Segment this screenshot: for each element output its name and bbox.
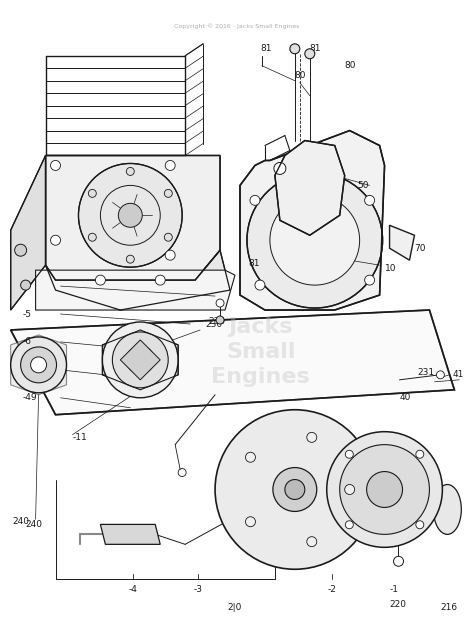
Text: -1: -1 xyxy=(390,585,399,594)
Text: 230: 230 xyxy=(205,321,222,330)
Text: 220: 220 xyxy=(389,600,406,609)
Text: -5: -5 xyxy=(23,310,32,319)
Circle shape xyxy=(305,49,315,59)
Text: -7: -7 xyxy=(23,282,32,291)
Circle shape xyxy=(273,468,317,511)
Text: 231: 231 xyxy=(418,369,435,378)
Text: 230: 230 xyxy=(208,317,225,326)
Circle shape xyxy=(127,168,134,175)
Circle shape xyxy=(290,44,300,54)
Polygon shape xyxy=(390,225,414,260)
Circle shape xyxy=(365,275,374,285)
Circle shape xyxy=(307,433,317,442)
Circle shape xyxy=(15,244,27,256)
Text: 70: 70 xyxy=(414,244,426,253)
Circle shape xyxy=(274,163,286,175)
Circle shape xyxy=(216,299,224,307)
Circle shape xyxy=(165,161,175,170)
Circle shape xyxy=(340,445,429,534)
Circle shape xyxy=(437,371,445,379)
Polygon shape xyxy=(11,156,46,310)
Text: 81: 81 xyxy=(248,259,259,268)
Text: 80: 80 xyxy=(295,71,306,80)
Polygon shape xyxy=(36,270,235,310)
Circle shape xyxy=(250,195,260,205)
Text: Copyright © 2016 - Jacks Small Engines: Copyright © 2016 - Jacks Small Engines xyxy=(174,24,300,29)
Circle shape xyxy=(345,484,355,495)
Text: 240: 240 xyxy=(26,520,43,529)
Text: -49: -49 xyxy=(23,393,37,403)
Text: -4: -4 xyxy=(129,585,138,594)
Circle shape xyxy=(246,452,255,462)
Circle shape xyxy=(346,521,353,529)
Circle shape xyxy=(31,357,46,373)
Polygon shape xyxy=(100,524,160,545)
Text: START: START xyxy=(119,532,138,537)
Polygon shape xyxy=(46,250,230,310)
Text: 40: 40 xyxy=(400,393,411,403)
Circle shape xyxy=(393,556,403,566)
Circle shape xyxy=(416,451,424,458)
Circle shape xyxy=(95,275,105,285)
Circle shape xyxy=(164,189,172,197)
Polygon shape xyxy=(46,156,220,280)
Text: 216: 216 xyxy=(441,603,458,612)
Text: 41: 41 xyxy=(452,371,464,380)
Circle shape xyxy=(327,431,442,547)
Text: 2|0: 2|0 xyxy=(228,603,242,612)
Ellipse shape xyxy=(433,484,461,534)
Circle shape xyxy=(11,337,66,393)
Text: 81: 81 xyxy=(310,44,321,53)
Text: 10: 10 xyxy=(384,264,396,273)
Circle shape xyxy=(416,521,424,529)
Text: -2: -2 xyxy=(327,585,336,594)
Polygon shape xyxy=(11,310,455,415)
Text: 240: 240 xyxy=(13,517,30,526)
Circle shape xyxy=(79,163,182,267)
Circle shape xyxy=(346,451,353,458)
Polygon shape xyxy=(102,330,178,390)
Circle shape xyxy=(88,189,96,197)
Polygon shape xyxy=(120,340,160,380)
Circle shape xyxy=(102,322,178,398)
Text: -35: -35 xyxy=(23,365,37,374)
Text: 80: 80 xyxy=(345,61,356,70)
Circle shape xyxy=(155,275,165,285)
Text: 50: 50 xyxy=(358,181,369,190)
Circle shape xyxy=(118,204,142,227)
Text: -3: -3 xyxy=(193,585,202,594)
Text: 81: 81 xyxy=(260,44,272,53)
Circle shape xyxy=(88,233,96,241)
Circle shape xyxy=(246,516,255,527)
Polygon shape xyxy=(240,131,384,310)
Circle shape xyxy=(51,161,61,170)
Circle shape xyxy=(270,195,360,285)
Polygon shape xyxy=(11,335,66,395)
Circle shape xyxy=(112,332,168,388)
Circle shape xyxy=(307,537,317,547)
Text: -11: -11 xyxy=(73,433,87,442)
Text: Jacks
Small
Engines: Jacks Small Engines xyxy=(211,317,310,387)
Circle shape xyxy=(127,255,134,263)
Circle shape xyxy=(21,347,56,383)
Circle shape xyxy=(164,233,172,241)
Circle shape xyxy=(51,236,61,245)
Circle shape xyxy=(216,316,224,324)
Circle shape xyxy=(365,195,374,205)
Circle shape xyxy=(165,250,175,260)
Circle shape xyxy=(285,479,305,499)
Polygon shape xyxy=(275,141,345,236)
Circle shape xyxy=(215,410,374,569)
Circle shape xyxy=(255,280,265,290)
Circle shape xyxy=(247,172,383,308)
Text: -6: -6 xyxy=(23,337,32,346)
Circle shape xyxy=(127,346,154,374)
Circle shape xyxy=(366,472,402,508)
Circle shape xyxy=(21,280,31,290)
